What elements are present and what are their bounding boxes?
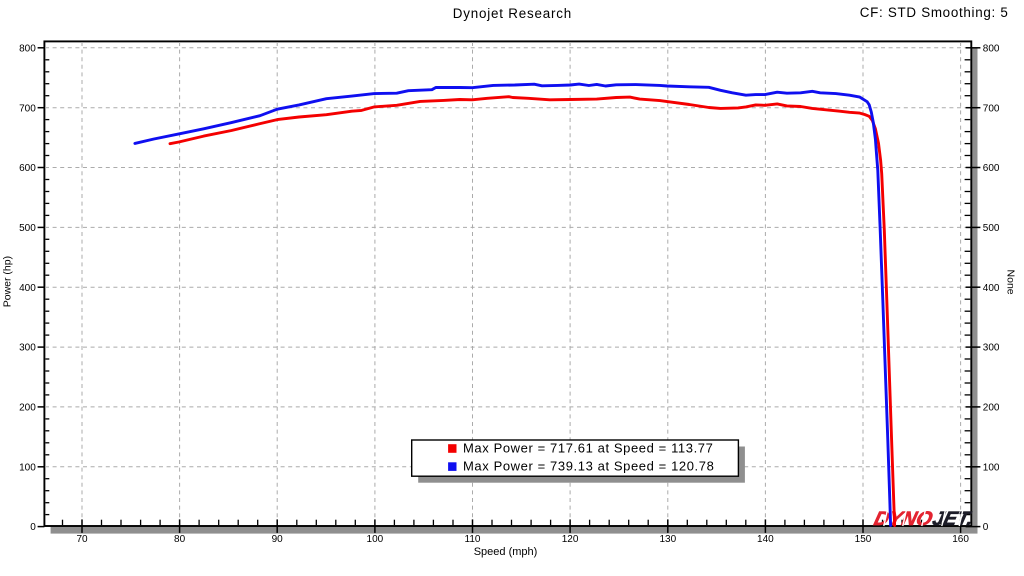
svg-text:None: None: [1005, 270, 1017, 295]
svg-text:400: 400: [983, 283, 1000, 294]
svg-text:Max Power = 739.13 at Speed =: Max Power = 739.13 at Speed = 120.78: [463, 458, 714, 473]
svg-text:Speed (mph): Speed (mph): [474, 546, 538, 558]
svg-text:150: 150: [855, 534, 872, 545]
svg-text:DYNO: DYNO: [872, 508, 935, 530]
svg-text:110: 110: [465, 534, 481, 545]
svg-text:0: 0: [30, 522, 36, 533]
svg-text:200: 200: [983, 403, 1000, 414]
svg-text:Dynojet Research: Dynojet Research: [453, 6, 572, 21]
svg-text:JET.: JET.: [930, 508, 975, 530]
svg-text:Max Power = 717.61 at Speed =: Max Power = 717.61 at Speed = 113.77: [463, 440, 713, 455]
svg-text:500: 500: [19, 223, 36, 234]
svg-text:80: 80: [174, 534, 186, 545]
svg-text:100: 100: [367, 534, 384, 545]
svg-text:100: 100: [983, 462, 1000, 473]
svg-text:500: 500: [983, 223, 1000, 234]
svg-text:0: 0: [983, 522, 989, 533]
svg-text:600: 600: [19, 163, 36, 174]
svg-text:90: 90: [272, 534, 284, 545]
svg-text:120: 120: [562, 534, 579, 545]
svg-text:300: 300: [983, 343, 1000, 354]
svg-text:700: 700: [983, 103, 1000, 114]
svg-text:Power (hp): Power (hp): [2, 256, 14, 307]
svg-text:800: 800: [19, 43, 36, 54]
svg-text:130: 130: [659, 534, 676, 545]
svg-text:700: 700: [19, 103, 36, 114]
svg-text:200: 200: [19, 403, 36, 414]
svg-text:600: 600: [983, 163, 1000, 174]
svg-text:800: 800: [983, 43, 1000, 54]
svg-text:400: 400: [19, 283, 36, 294]
svg-text:140: 140: [757, 534, 774, 545]
svg-text:CF: STD Smoothing: 5: CF: STD Smoothing: 5: [860, 5, 1009, 20]
svg-text:70: 70: [76, 534, 88, 545]
svg-text:160: 160: [952, 534, 969, 545]
svg-text:100: 100: [19, 462, 36, 473]
svg-text:300: 300: [19, 343, 36, 354]
